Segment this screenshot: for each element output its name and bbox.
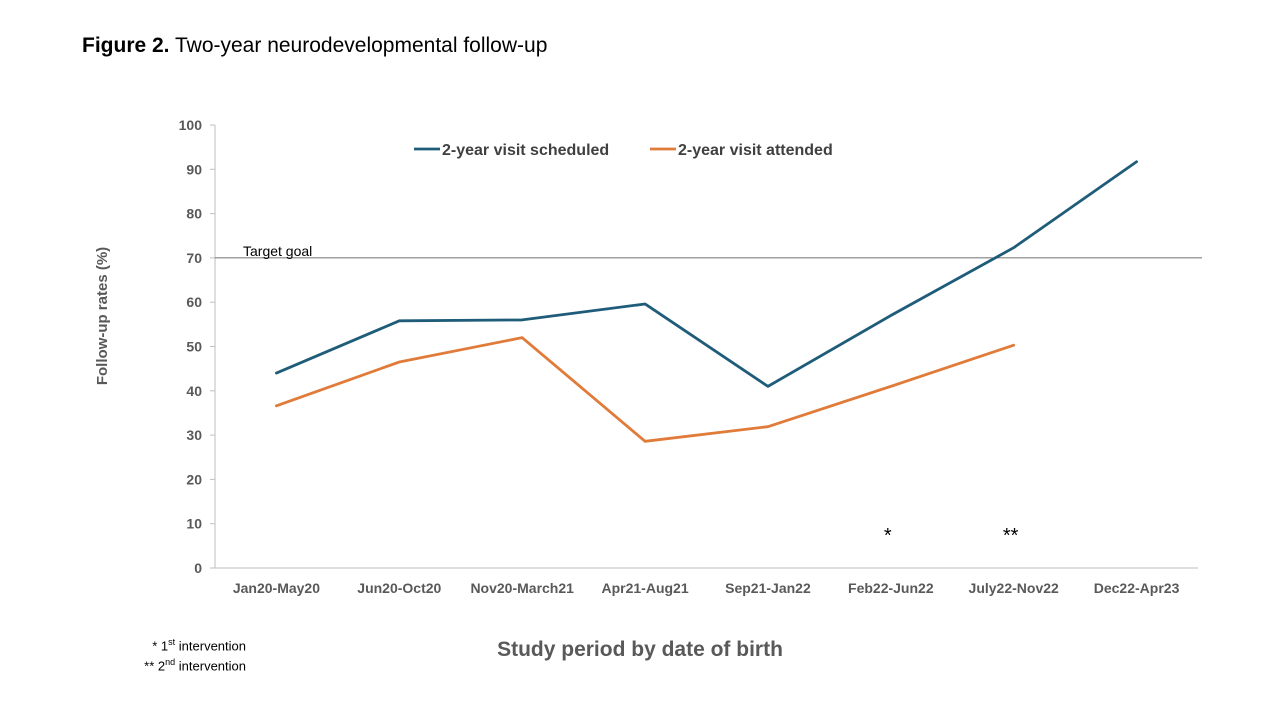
y-tick-label: 90: [186, 161, 202, 177]
figure-caption: Two-year neurodevelopmental follow-up: [175, 34, 548, 57]
y-tick-label: 80: [186, 206, 202, 222]
footnote-2: ** 2nd intervention: [144, 657, 246, 674]
x-tick-label: Sep21-Jan22: [725, 580, 811, 596]
figure-label: Figure 2.: [82, 34, 170, 57]
intervention-marker: **: [1003, 525, 1019, 547]
x-tick-label: Nov20-March21: [470, 580, 574, 596]
x-tick-label: Feb22-Jun22: [848, 580, 934, 596]
y-tick-label: 70: [186, 250, 202, 266]
x-axis-label: Study period by date of birth: [497, 638, 783, 661]
series-line-1: [275, 160, 1138, 388]
x-tick-label: Apr21-Aug21: [601, 580, 688, 596]
series-line-2: [275, 336, 1016, 443]
series-lines: [275, 160, 1138, 443]
x-tick-label: Jan20-May20: [233, 580, 320, 596]
target-goal-label: Target goal: [243, 243, 312, 259]
y-tick-label: 0: [194, 560, 202, 576]
legend-label-1: 2-year visit scheduled: [442, 142, 609, 159]
x-tick-label: Dec22-Apr23: [1094, 580, 1180, 596]
target-goal-group: Target goal: [215, 243, 1202, 259]
annotations: * **: [884, 525, 1019, 547]
y-tick-label: 40: [186, 383, 202, 399]
intervention-marker: *: [884, 525, 892, 547]
y-tick-label: 30: [186, 427, 202, 443]
x-tick-label: July22-Nov22: [969, 580, 1059, 596]
figure-title: Figure 2. Two-year neurodevelopmental fo…: [82, 34, 547, 58]
axes: 0 10 20 30 40 50 60 70 80 90 100 Jan20-May20 Jun20-O…: [179, 117, 1198, 596]
y-tick-label: 100: [179, 117, 203, 133]
y-tick-label: 10: [186, 516, 202, 532]
y-tick-label: 20: [186, 471, 202, 487]
x-tick-label: Jun20-Oct20: [357, 580, 441, 596]
y-axis-label: Follow-up rates (%): [94, 247, 111, 385]
legend: 2-year visit scheduled 2-year visit atten…: [414, 142, 833, 159]
footnote-1: * 1st intervention: [152, 637, 246, 654]
footnotes: * 1st intervention ** 2nd intervention: [118, 634, 246, 675]
y-tick-label: 60: [186, 294, 202, 310]
legend-label-2: 2-year visit attended: [678, 142, 833, 159]
y-tick-label: 50: [186, 339, 202, 355]
